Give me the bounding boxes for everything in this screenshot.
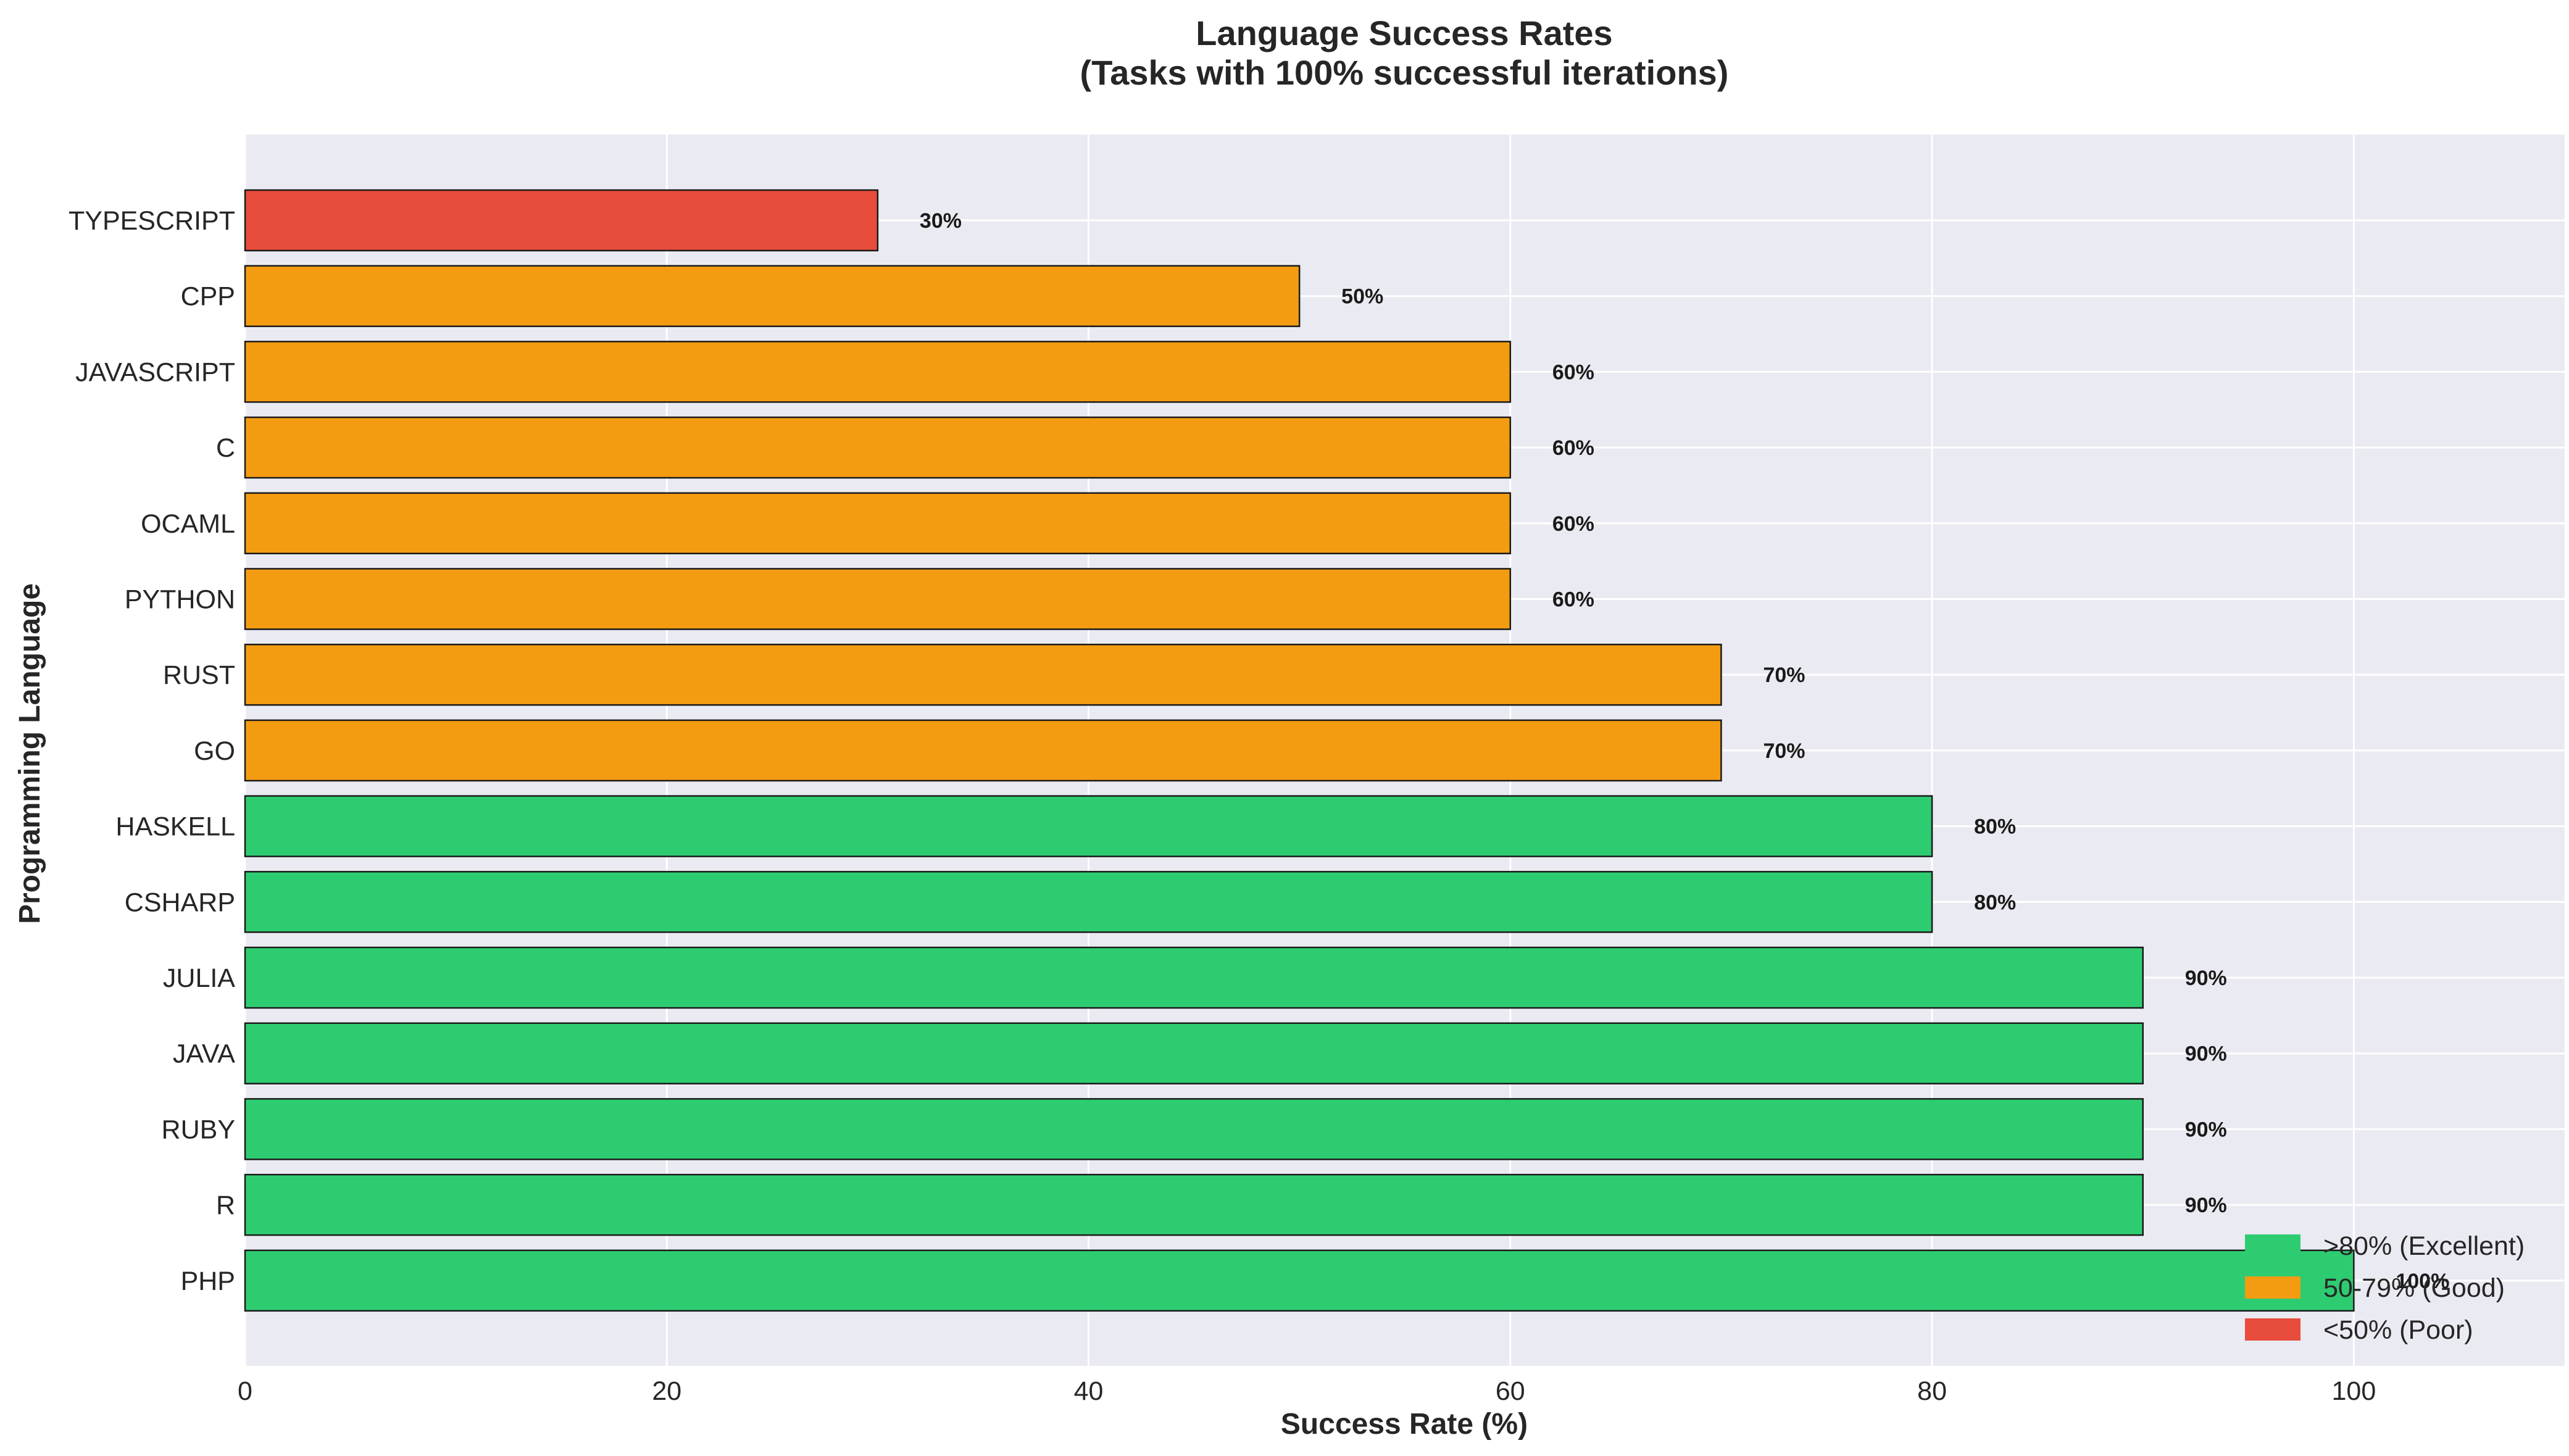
x-tick-label: 20: [652, 1376, 681, 1406]
x-tick-label: 60: [1496, 1376, 1525, 1406]
y-tick-label: TYPESCRIPT: [69, 206, 235, 236]
data-label: 90%: [2185, 1194, 2227, 1217]
bar-haskell: [244, 795, 1933, 857]
y-tick-label: PHP: [181, 1267, 235, 1296]
chart-title: Language Success Rates: [1196, 14, 1612, 52]
bar-r: [244, 1173, 2144, 1236]
data-label: 60%: [1552, 588, 1594, 612]
y-tick-label: CPP: [181, 282, 235, 312]
x-tick-label: 100: [2331, 1376, 2376, 1406]
data-label: 80%: [1974, 815, 2016, 839]
data-label: 60%: [1552, 436, 1594, 460]
bar-julia: [244, 946, 2144, 1009]
bar-javascript: [244, 341, 1512, 403]
y-tick-label: RUST: [163, 660, 235, 690]
x-tick-labels: 0 20 40 60 80 100: [238, 1376, 2376, 1406]
bar-java: [244, 1022, 2144, 1084]
bar-c: [244, 416, 1512, 479]
data-labels: 30% 50% 60% 60% 60% 60% 70% 70% 80% 80% 90% 90% 90% 9…: [920, 209, 2449, 1293]
bar-go: [244, 719, 1722, 782]
x-tick-label: 40: [1074, 1376, 1104, 1406]
y-tick-label: OCAML: [141, 509, 235, 539]
bar-ruby: [244, 1098, 2144, 1160]
data-label: 90%: [2185, 1118, 2227, 1141]
legend-swatch-poor: [2245, 1318, 2300, 1341]
chart-subtitle: (Tasks with 100% successful iterations): [1080, 53, 1729, 92]
data-label: 70%: [1763, 664, 1805, 687]
data-label: 90%: [2185, 967, 2227, 990]
y-tick-label: C: [216, 433, 235, 463]
bar-ocaml: [244, 492, 1512, 555]
y-tick-label: JAVASCRIPT: [75, 357, 235, 387]
data-label: 90%: [2185, 1042, 2227, 1066]
y-tick-label: JAVA: [173, 1039, 235, 1069]
legend-swatch-good: [2245, 1276, 2300, 1299]
y-tick-label: RUBY: [162, 1115, 235, 1144]
bar-php: [244, 1249, 2355, 1312]
y-tick-label: R: [216, 1191, 235, 1220]
bar-python: [244, 568, 1512, 630]
bar-rust: [244, 643, 1722, 706]
x-tick-label: 80: [1917, 1376, 1947, 1406]
data-label: 70%: [1763, 739, 1805, 763]
data-label: 80%: [1974, 891, 2016, 914]
y-tick-label: GO: [194, 736, 235, 766]
data-label: 60%: [1552, 360, 1594, 384]
bar-cpp: [244, 265, 1301, 327]
data-label: 100%: [2396, 1270, 2449, 1293]
x-axis-label: Success Rate (%): [1281, 1408, 1528, 1441]
y-tick-label: JULIA: [163, 963, 235, 993]
data-label: 60%: [1552, 512, 1594, 536]
y-tick-label: CSHARP: [125, 888, 235, 917]
data-label: 50%: [1341, 285, 1383, 309]
data-label: 30%: [920, 209, 962, 233]
bar-csharp: [244, 871, 1933, 933]
bar-typescript: [244, 189, 879, 252]
x-tick-label: 0: [238, 1376, 252, 1406]
legend-label-poor: <50% (Poor): [2323, 1315, 2473, 1345]
y-tick-labels: TYPESCRIPT CPP JAVASCRIPT C OCAML PYTHON RUST G…: [69, 206, 235, 1296]
bars: [244, 189, 2355, 1312]
legend-label-excellent: >80% (Excellent): [2323, 1231, 2525, 1261]
y-tick-label: HASKELL: [115, 812, 235, 842]
y-axis-label: Programming Language: [14, 583, 46, 924]
legend-label-good: 50-79% (Good): [2323, 1273, 2505, 1303]
y-tick-label: PYTHON: [125, 585, 235, 615]
legend: >80% (Excellent) 50-79% (Good) <50% (Poor): [2245, 1231, 2525, 1345]
legend-swatch-excellent: [2245, 1234, 2300, 1257]
